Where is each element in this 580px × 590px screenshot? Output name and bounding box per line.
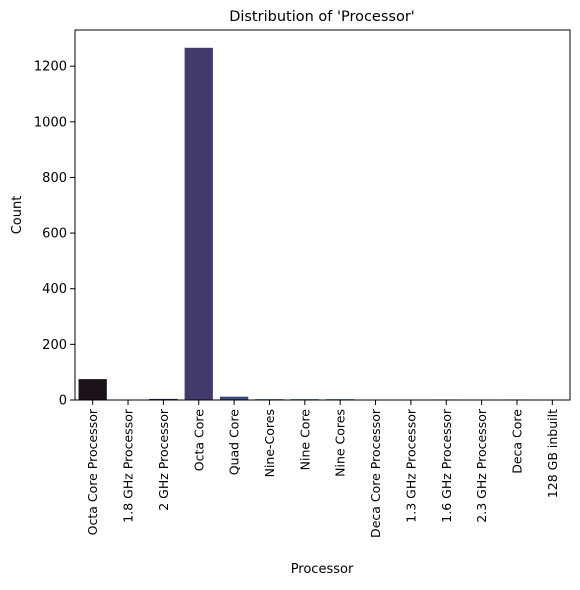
bars-layer: [79, 48, 567, 400]
bar: [220, 397, 248, 400]
x-tick-label: 2 GHz Processor: [156, 408, 171, 511]
x-tick-label: Octa Core Processor: [85, 408, 100, 535]
plot-frame: [75, 30, 570, 400]
x-tick-label: Deca Core Processor: [368, 408, 383, 538]
x-axis-label: Processor: [291, 562, 354, 577]
x-tick-label: Octa Core: [191, 409, 206, 471]
y-tick-label: 1000: [34, 115, 67, 130]
y-tick-label: 400: [42, 282, 67, 297]
x-tick-label: Nine Core: [297, 409, 312, 471]
bar: [185, 48, 213, 400]
y-tick-label: 1200: [34, 60, 67, 75]
y-axis-label: Count: [10, 196, 25, 235]
y-axis: 0 200 400 600 800 1000 1200: [34, 60, 75, 409]
chart-title: Distribution of 'Processor': [229, 9, 415, 25]
bar: [79, 379, 107, 400]
y-tick-label: 0: [59, 394, 67, 409]
x-tick-label: Nine-Cores: [262, 409, 277, 477]
y-tick-label: 600: [42, 227, 67, 242]
x-axis: Octa Core Processor 1.8 GHz Processor 2 GH…: [85, 400, 560, 538]
x-tick-label: 1.3 GHz Processor: [403, 408, 418, 523]
x-tick-label: 128 GB inbuilt: [545, 409, 560, 498]
y-tick-label: 800: [42, 171, 67, 186]
x-tick-label: Quad Core: [227, 409, 242, 476]
x-tick-label: 1.8 GHz Processor: [121, 408, 136, 523]
x-tick-label: 1.6 GHz Processor: [439, 408, 454, 523]
y-tick-label: 200: [42, 338, 67, 353]
x-tick-label: Nine Cores: [333, 409, 348, 477]
x-tick-label: 2.3 GHz Processor: [474, 408, 489, 523]
x-tick-label: Deca Core: [509, 409, 524, 474]
